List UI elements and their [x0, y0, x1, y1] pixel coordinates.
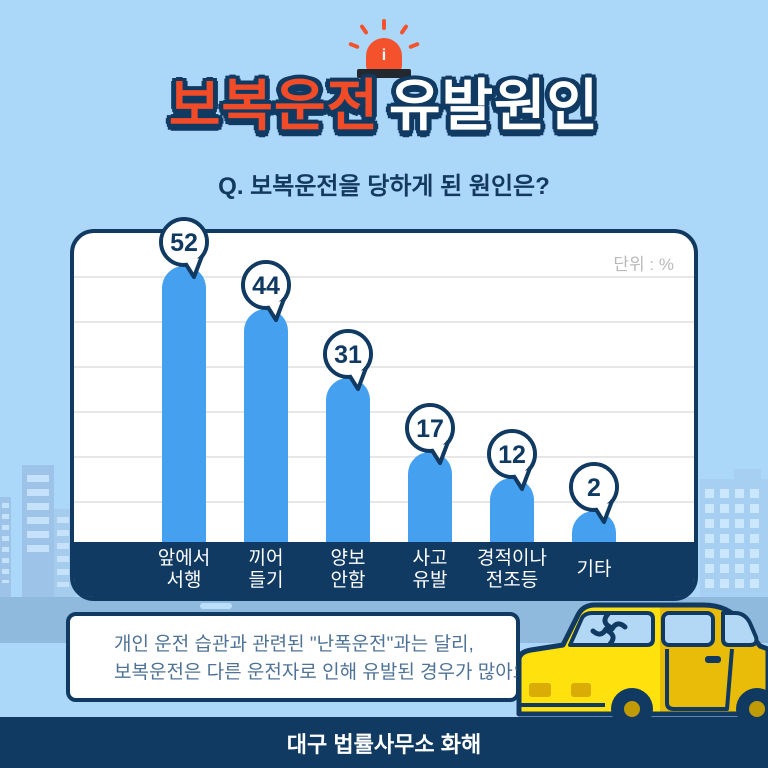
car-door	[665, 648, 734, 711]
svg-text:2: 2	[587, 474, 601, 502]
category-label: 앞에서 서행	[157, 547, 211, 591]
car-window-rear	[721, 611, 759, 647]
value-bubble: 52	[156, 216, 212, 292]
bar	[490, 478, 534, 542]
category-label: 끼어 들기	[248, 547, 284, 591]
building-windows	[27, 475, 49, 557]
siren-base	[357, 69, 411, 78]
car-window-middle	[661, 611, 715, 647]
siren-ray	[399, 23, 409, 36]
car-door-handle	[705, 656, 721, 663]
siren-ray	[382, 19, 386, 30]
footer-band: 대구 법률사무소 화해	[0, 717, 768, 768]
category-label: 기타	[576, 558, 612, 580]
siren-light-glyph: i	[381, 47, 387, 64]
page-title: 보복운전 유발원인	[0, 70, 768, 142]
category-label: 양보 안함	[330, 547, 366, 591]
title-part-red: 보복운전	[168, 74, 379, 137]
category-axis-band: 앞에서 서행 끼어 들기 양보 안함 사고 유발 경적이나 전조등 기타	[74, 542, 694, 597]
value-bubble: 2	[566, 461, 622, 537]
building-windows	[2, 503, 9, 583]
car-grille	[571, 683, 591, 697]
category-label: 경적이나 전조등	[477, 547, 547, 591]
value-bubble: 12	[484, 428, 540, 504]
building-silhouette	[700, 479, 768, 598]
building-silhouette	[22, 465, 54, 598]
anger-mark-icon	[590, 611, 628, 647]
svg-text:31: 31	[334, 341, 362, 369]
chart-question: Q. 보복운전을 당하게 된 원인은?	[218, 173, 550, 200]
category-label: 사고 유발	[412, 547, 448, 591]
footer-text: 대구 법률사무소 화해	[286, 731, 482, 757]
svg-text:52: 52	[170, 229, 198, 257]
bar	[326, 377, 370, 542]
svg-text:17: 17	[416, 415, 444, 443]
siren-ray	[408, 41, 420, 50]
note-line-2: 보복운전은 다른 운전자로 인해 유발된 경우가 많아요.	[114, 662, 536, 683]
note-line-1: 개인 운전 습관과 관련된 "난폭운전"과는 달리,	[114, 634, 474, 655]
bar	[572, 511, 616, 542]
title-part-white: 유발원인	[389, 74, 600, 137]
siren-ray	[359, 23, 369, 36]
building-windows	[57, 517, 69, 587]
value-bubble: 44	[238, 259, 294, 335]
car-illustration	[516, 602, 768, 717]
car-headlight	[529, 683, 551, 697]
siren-icon: i	[348, 19, 420, 80]
value-bubble: 31	[320, 328, 376, 404]
bar	[244, 308, 288, 542]
bar	[408, 451, 452, 542]
road-lane-marking	[200, 603, 232, 609]
siren-dome: i	[366, 38, 402, 71]
svg-text:44: 44	[252, 272, 280, 300]
value-bubble: 17	[402, 402, 458, 478]
building-silhouette	[0, 497, 11, 598]
bar	[162, 266, 206, 542]
chart-card: 단위 : % 앞에서 서행 끼어 들기 양보 안함 사고 유발 경적이나 전조등 기타 52 44 31…	[70, 217, 698, 601]
svg-text:12: 12	[498, 441, 526, 469]
note-box: 개인 운전 습관과 관련된 "난폭운전"과는 달리, 보복운전은 다른 운전자로…	[66, 612, 536, 702]
siren-ray	[348, 41, 360, 50]
building-windows	[705, 489, 765, 592]
unit-label: 단위 : %	[613, 255, 674, 274]
